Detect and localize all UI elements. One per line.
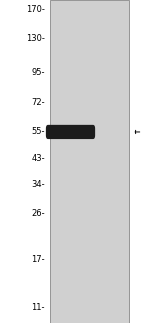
Text: 43-: 43- xyxy=(31,154,45,163)
Text: 17-: 17- xyxy=(31,255,45,264)
Text: 95-: 95- xyxy=(32,68,45,77)
Text: 34-: 34- xyxy=(31,180,45,189)
Text: 26-: 26- xyxy=(31,209,45,218)
Text: 11-: 11- xyxy=(32,303,45,312)
Text: 170-: 170- xyxy=(26,5,45,14)
FancyBboxPatch shape xyxy=(46,125,95,139)
Text: 130-: 130- xyxy=(26,34,45,43)
Text: 72-: 72- xyxy=(31,98,45,107)
Text: 55-: 55- xyxy=(32,128,45,136)
Bar xyxy=(50,0,129,323)
